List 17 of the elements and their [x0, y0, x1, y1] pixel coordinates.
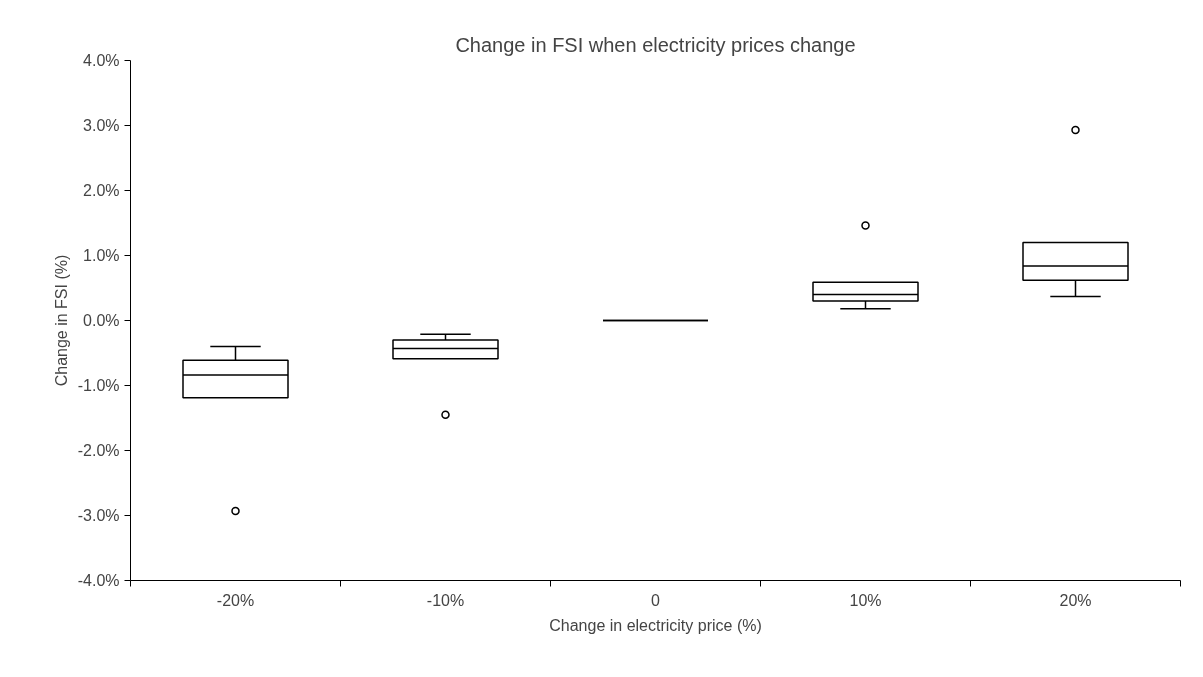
x-tick-label: 20% — [1059, 591, 1092, 609]
x-tick-label: 10% — [849, 591, 882, 609]
y-tick-label: 1.0% — [83, 247, 120, 264]
y-tick-label: 0.0% — [83, 312, 120, 329]
x-axis-title: Change in electricity price (%) — [549, 616, 762, 634]
y-tick-label: -4.0% — [77, 572, 120, 589]
x-tick-label: -20% — [216, 591, 255, 609]
y-tick-label: -3.0% — [77, 507, 120, 524]
x-tick-label: 0 — [651, 591, 661, 609]
y-tick-label: 3.0% — [83, 117, 120, 134]
y-tick-label: -1.0% — [77, 377, 120, 394]
x-tick-label: -10% — [426, 591, 465, 609]
y-axis-title: Change in FSI (%) — [52, 254, 70, 387]
y-tick-label: 4.0% — [83, 52, 120, 69]
chart-title: Change in FSI when electricity prices change — [455, 33, 856, 56]
y-tick-label: 2.0% — [83, 182, 120, 199]
y-tick-label: -2.0% — [77, 442, 120, 459]
